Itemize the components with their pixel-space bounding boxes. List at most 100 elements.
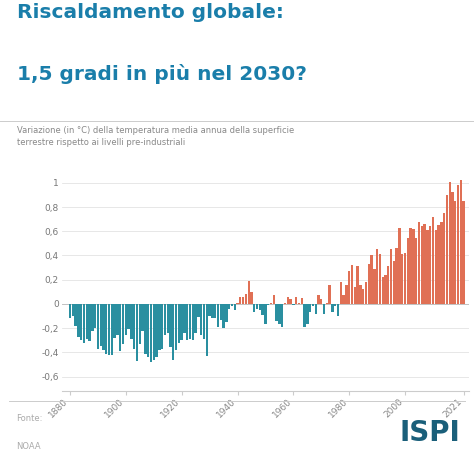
Bar <box>345 284 347 304</box>
Bar <box>295 297 297 304</box>
Bar <box>290 299 292 304</box>
Bar <box>287 297 289 304</box>
Bar <box>354 287 356 304</box>
Bar <box>376 249 378 304</box>
Bar <box>448 182 451 304</box>
Bar <box>100 304 102 346</box>
Bar <box>181 304 183 340</box>
Bar <box>342 295 345 304</box>
Bar <box>323 304 325 314</box>
Bar <box>209 304 211 316</box>
Bar <box>312 304 314 306</box>
Bar <box>245 294 247 304</box>
Bar <box>175 304 177 350</box>
Bar <box>111 304 113 355</box>
Bar <box>256 304 258 309</box>
Bar <box>334 304 337 306</box>
Bar <box>169 304 172 347</box>
Bar <box>284 303 286 304</box>
Bar <box>359 284 362 304</box>
Bar <box>270 303 272 304</box>
Bar <box>301 298 303 304</box>
Bar <box>161 304 164 349</box>
Bar <box>69 304 71 319</box>
Bar <box>401 254 403 304</box>
Bar <box>116 304 118 336</box>
Bar <box>337 304 339 316</box>
Bar <box>74 304 77 326</box>
Text: ISPI: ISPI <box>399 419 460 447</box>
Bar <box>412 229 415 304</box>
Bar <box>225 304 228 322</box>
Bar <box>320 299 322 304</box>
Bar <box>315 304 317 314</box>
Bar <box>435 230 437 304</box>
Bar <box>460 181 462 304</box>
Bar <box>211 304 214 319</box>
Bar <box>404 253 406 304</box>
Bar <box>86 304 88 339</box>
Bar <box>423 224 426 304</box>
Bar <box>426 230 428 304</box>
Bar <box>317 295 319 304</box>
Bar <box>231 304 233 306</box>
Bar <box>191 304 194 340</box>
Bar <box>259 304 261 310</box>
Bar <box>247 281 250 304</box>
Bar <box>379 254 381 304</box>
Text: Riscaldamento globale:: Riscaldamento globale: <box>17 3 283 22</box>
Bar <box>348 271 350 304</box>
Bar <box>91 304 93 330</box>
Bar <box>138 304 141 344</box>
Bar <box>88 304 91 341</box>
Bar <box>206 304 208 356</box>
Bar <box>222 304 225 328</box>
Bar <box>122 304 124 344</box>
Bar <box>128 304 130 329</box>
Bar <box>298 303 300 304</box>
Bar <box>80 304 82 340</box>
Bar <box>328 284 331 304</box>
Bar <box>108 304 110 355</box>
Bar <box>219 304 222 319</box>
Bar <box>97 304 99 349</box>
Bar <box>94 304 96 328</box>
Bar <box>292 304 294 305</box>
Bar <box>172 304 174 360</box>
Bar <box>340 282 342 304</box>
Bar <box>438 225 440 304</box>
Bar <box>105 304 108 354</box>
Bar <box>102 304 105 350</box>
Bar <box>125 304 127 336</box>
Bar <box>365 282 367 304</box>
Bar <box>186 304 189 340</box>
Bar <box>395 248 398 304</box>
Bar <box>373 269 375 304</box>
Bar <box>446 195 448 304</box>
Bar <box>264 304 267 325</box>
Bar <box>278 304 281 325</box>
Bar <box>141 304 144 330</box>
Bar <box>362 289 365 304</box>
Bar <box>262 304 264 315</box>
Bar <box>144 304 146 354</box>
Bar <box>390 249 392 304</box>
Bar <box>150 304 152 362</box>
Bar <box>331 304 334 312</box>
Bar <box>194 304 197 333</box>
Bar <box>367 264 370 304</box>
Bar <box>237 303 239 304</box>
Bar <box>113 304 116 338</box>
Bar <box>351 265 353 304</box>
Bar <box>242 297 244 304</box>
Bar <box>273 295 275 304</box>
Bar <box>443 213 445 304</box>
Bar <box>387 266 390 304</box>
Bar <box>164 304 166 336</box>
Bar <box>200 304 202 336</box>
Bar <box>250 292 253 304</box>
Bar <box>440 221 443 304</box>
Bar <box>410 228 412 304</box>
Bar <box>119 304 121 351</box>
Bar <box>217 304 219 327</box>
